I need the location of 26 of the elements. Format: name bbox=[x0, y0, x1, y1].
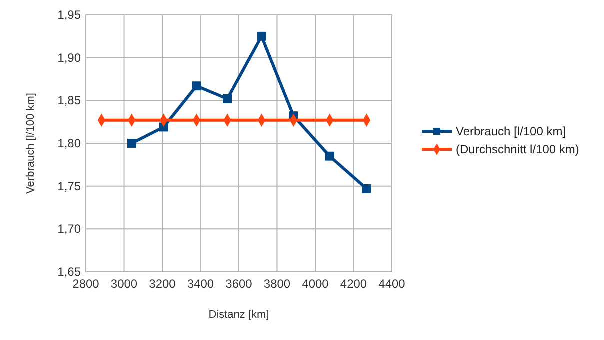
y-tick-label: 1,70 bbox=[58, 222, 82, 236]
legend-label: (Durchschnitt l/100 km) bbox=[456, 142, 580, 156]
y-tick-label: 1,65 bbox=[58, 265, 82, 279]
x-tick-label: 3400 bbox=[187, 277, 214, 291]
x-tick-label: 3800 bbox=[264, 277, 291, 291]
point bbox=[127, 139, 136, 148]
y-tick-label: 1,75 bbox=[58, 179, 82, 194]
point bbox=[192, 82, 202, 91]
y-tick-label: 1,80 bbox=[58, 136, 82, 150]
x-tick-label: 3200 bbox=[149, 277, 176, 291]
x-tick-label: 3600 bbox=[226, 277, 253, 291]
x-axis-title: Distanz [km] bbox=[208, 309, 270, 321]
x-tick-label: 3000 bbox=[110, 277, 138, 291]
point bbox=[362, 184, 372, 194]
x-tick-label: 4400 bbox=[378, 277, 406, 291]
legend-label: Verbrauch [l/100 km] bbox=[456, 124, 566, 138]
point bbox=[257, 32, 266, 41]
x-tick-label: 4200 bbox=[340, 277, 368, 291]
y-tick-label: 1,95 bbox=[58, 8, 82, 22]
y-axis-title: Verbrauch [l/100 km] bbox=[25, 93, 37, 194]
y-tick-label: 1,85 bbox=[58, 94, 82, 108]
y-tick-label: 1,90 bbox=[58, 50, 82, 65]
x-tick-label: 2800 bbox=[72, 277, 100, 291]
point bbox=[223, 94, 232, 104]
point bbox=[325, 152, 334, 161]
x-tick-label: 4000 bbox=[302, 277, 330, 291]
